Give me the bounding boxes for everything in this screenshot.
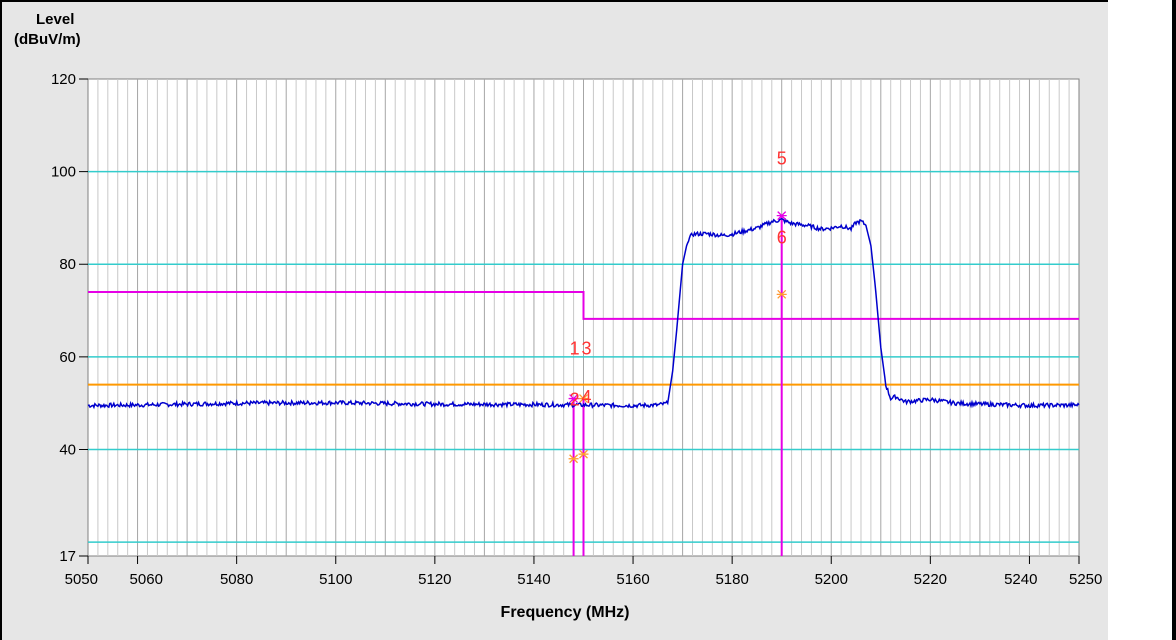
x-tick-label: 5180: [715, 571, 748, 588]
vertical-grid: [97, 79, 1070, 556]
marker-label: 1: [570, 339, 580, 359]
peak-limit-line: [88, 291, 1079, 320]
marker-label: 5: [777, 149, 787, 169]
measurement-trace: [87, 217, 1080, 410]
y-tick-label: 80: [59, 256, 76, 273]
x-tick-label: 5080: [220, 571, 253, 588]
marker-1: 1: [568, 339, 580, 404]
marker-label: 3: [581, 339, 591, 359]
marker-5: 5: [776, 149, 787, 221]
marker-label: 6: [777, 227, 787, 247]
x-tick-label: 5250: [1069, 571, 1102, 588]
x-tick-label: 5120: [418, 571, 451, 588]
y-tick-label: 60: [59, 349, 76, 366]
marker-label: 2: [570, 390, 580, 410]
y-axis-unit: (dBuV/m): [14, 31, 81, 48]
marker-symbol: [578, 449, 589, 459]
markers: 1 2 3 4 5 6: [568, 149, 787, 464]
marker-symbol: [776, 289, 787, 299]
y-tick-label: 100: [51, 164, 76, 181]
x-axis-title: Frequency (MHz): [501, 604, 630, 621]
marker-symbol: [776, 211, 787, 221]
x-tick-label: 5050: [65, 571, 98, 588]
x-tick-label: 5240: [1004, 571, 1037, 588]
x-tick-label: 5140: [517, 571, 550, 588]
y-axis-title: Level: [36, 11, 74, 28]
marker-symbol: [568, 394, 579, 404]
x-tick-label: 5060: [130, 571, 163, 588]
y-axis-ticks: 17 40 60 80 100 120: [51, 71, 88, 565]
right-border: [1172, 0, 1176, 640]
marker-symbol: [578, 394, 589, 404]
y-tick-label: 120: [51, 71, 76, 88]
marker-label: 4: [581, 387, 591, 407]
x-tick-label: 5200: [815, 571, 848, 588]
marker-3: 3: [578, 339, 592, 404]
marker-symbol: [568, 454, 579, 464]
limit-lines: [88, 291, 1079, 386]
x-axis-ticks: 5050 5060 5080 5100 5120 5140 5160 5180 5200 5220…: [65, 556, 1102, 588]
x-tick-label: 5220: [914, 571, 947, 588]
marker-2: 2: [568, 390, 580, 464]
marker-6: 6: [776, 227, 787, 299]
marker-lines: [572, 215, 783, 556]
y-tick-label: 40: [59, 441, 76, 458]
y-tick-label: 17: [59, 548, 76, 565]
marker-4: 4: [578, 387, 592, 459]
x-tick-label: 5160: [616, 571, 649, 588]
x-tick-label: 5100: [319, 571, 352, 588]
